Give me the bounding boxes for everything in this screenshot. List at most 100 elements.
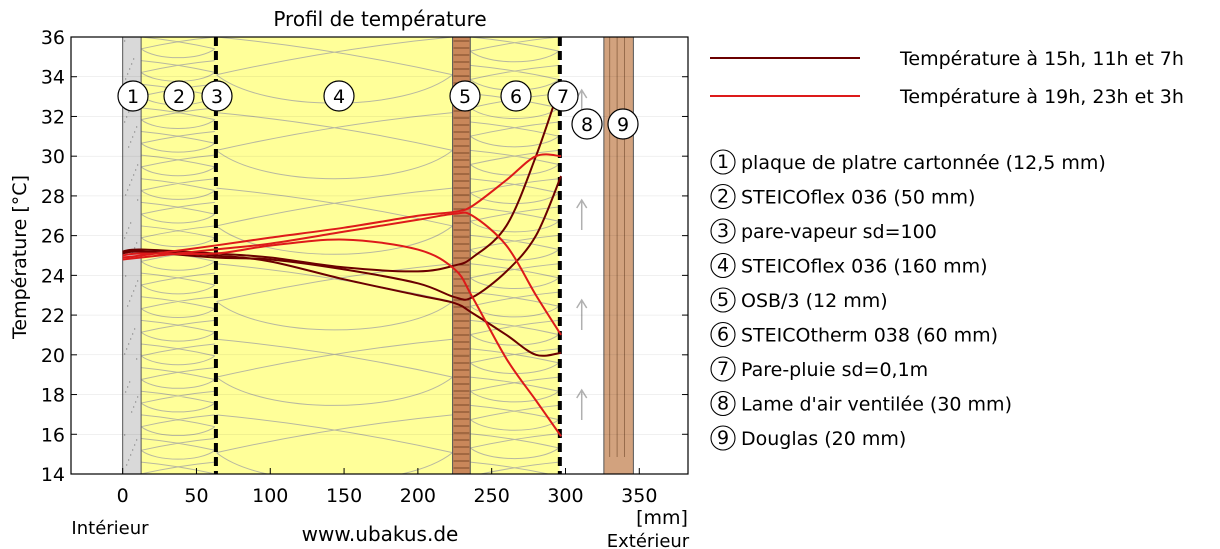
layer-marker-circle-4 (323, 80, 355, 112)
legend-layer-label-5: OSB/3 (12 mm) (741, 290, 888, 312)
layer-number-markers: 1 2 3 4 5 6 78 9 (117, 80, 639, 140)
y-tick-label: 20 (41, 345, 65, 367)
gypsum-dot (132, 406, 135, 408)
gypsum-dot (133, 444, 136, 446)
layer-marker-circle-2 (163, 80, 195, 112)
gypsum-dot (124, 194, 127, 196)
gypsum-dot (123, 121, 126, 123)
layer-marker-number-7: 7 (557, 86, 569, 108)
gypsum-dot (136, 164, 139, 166)
legend-layer-number-2: 2 (717, 186, 729, 208)
y-axis-label: Température [°C] (9, 175, 31, 340)
gypsum-dot (133, 328, 136, 330)
x-tick-label: 100 (252, 485, 288, 507)
legend-layer-label-2: STEICOflex 036 (50 mm) (741, 187, 975, 209)
layer-marker-number-5: 5 (459, 86, 471, 108)
legend-layer-label-9: Douglas (20 mm) (741, 428, 906, 450)
y-tick-label: 24 (41, 265, 65, 287)
gypsum-dot (135, 439, 138, 441)
gypsum-dot (132, 290, 135, 292)
air-arrow-head (576, 198, 588, 209)
air-arrow-head (576, 298, 588, 309)
x-axis-unit: [mm] (636, 507, 688, 529)
plot-frame (70, 36, 689, 475)
gypsum-dot (128, 184, 131, 186)
gypsum-dot (128, 68, 131, 70)
gypsum-dot (135, 242, 138, 244)
interior-side-label: Intérieur (71, 518, 149, 539)
osb-texture (453, 40, 470, 469)
legend-layer-number-8: 8 (717, 393, 729, 415)
insulation-pattern-2-pattern (141, 37, 215, 474)
gypsum-dot (134, 285, 137, 287)
layer-marker-circle-9 (607, 108, 639, 140)
exterior-side-label: Extérieur (607, 531, 690, 549)
series-2-curve-1 (122, 153, 562, 259)
layer-marker-number-3: 3 (211, 86, 223, 108)
gypsum-dot (127, 343, 130, 345)
legend-layer-number-5: 5 (717, 289, 729, 311)
y-tick-label: 22 (41, 305, 65, 327)
gypsum-dot (135, 126, 138, 128)
layer-marker-number-4: 4 (333, 86, 345, 108)
gypsum-dot (131, 136, 134, 138)
y-tick-label: 34 (41, 67, 65, 89)
gypsum-dot (130, 411, 133, 413)
y-tick-label: 30 (41, 146, 65, 168)
layer-band-1 (122, 37, 142, 474)
legend-layer-circle-2 (710, 183, 736, 210)
gypsum-dot (131, 333, 134, 335)
legend-layer-circle-9 (710, 425, 736, 451)
gypsum-dot (135, 358, 138, 360)
x-tick-label: 250 (474, 485, 510, 507)
gypsum-dot (125, 232, 128, 234)
chart-title: Profil de température (273, 7, 486, 31)
wood-grain-line (616, 36, 621, 457)
insulation-pattern-6 (470, 37, 559, 474)
gypsum-dot (133, 131, 136, 133)
legend-layer-number-3: 3 (717, 220, 729, 242)
legend-layer-circle-3 (710, 218, 736, 244)
y-tick-label: 14 (41, 464, 65, 486)
layer-marker-circle-1 (117, 80, 149, 112)
gypsum-dot (126, 189, 129, 191)
gypsum-dot (125, 116, 128, 118)
layer-marker-number-6: 6 (510, 86, 522, 108)
douglas-grain (609, 36, 628, 457)
layer-marker-number-1: 1 (127, 86, 139, 108)
series-2-curve-3 (122, 238, 562, 437)
gypsum-dot (124, 391, 127, 393)
gypsum-dot (136, 396, 139, 398)
layer-marker-number-2: 2 (173, 86, 185, 108)
x-tick-label: 350 (621, 485, 657, 507)
y-tick-label: 26 (41, 226, 65, 248)
gypsum-dot (123, 353, 126, 355)
wood-grain-line (609, 36, 613, 457)
layer-marker-circle-7 (547, 80, 579, 112)
gypsum-dot (124, 275, 127, 277)
legend-layer-circle-4 (710, 252, 736, 279)
insulation-pattern-6-pattern (470, 37, 559, 474)
legend-layer-label-6: STEICOtherm 038 (60 mm) (741, 325, 998, 347)
legend-layer-number-1: 1 (717, 151, 729, 173)
legend-layer-number-7: 7 (717, 358, 729, 380)
legend-layer-number-6: 6 (717, 324, 729, 346)
gypsum-dot (129, 141, 132, 143)
gypsum-texture (123, 40, 139, 466)
gypsum-dot (126, 73, 129, 75)
gypsum-dot (136, 199, 139, 201)
gypsum-dot (134, 401, 137, 403)
x-tick-label: 200 (400, 485, 436, 507)
layer-marker-circle-6 (500, 80, 532, 112)
gypsum-dot (130, 63, 133, 65)
wood-grain-line (624, 36, 628, 457)
layer-marker-circle-8 (571, 108, 603, 140)
air-arrow-head (576, 388, 588, 399)
legend-layer-circle-8 (710, 390, 736, 417)
gypsum-dot (128, 300, 131, 302)
gypsum-dot (136, 280, 139, 282)
y-tick-label: 32 (41, 106, 65, 128)
gypsum-dot (129, 454, 132, 456)
